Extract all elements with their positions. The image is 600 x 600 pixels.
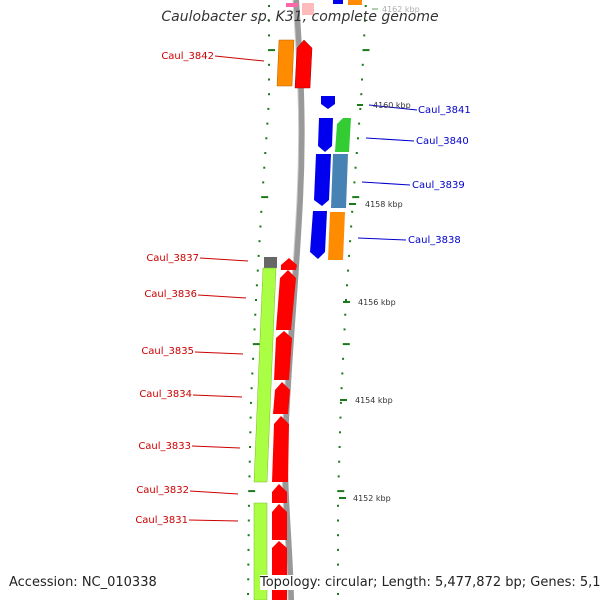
gene-label-3842[interactable]: Caul_3842 — [161, 51, 214, 62]
scale-ticks-left — [247, 5, 275, 595]
gene-fragment-top-pink-light — [302, 3, 314, 15]
leader-line-3838 — [357, 237, 407, 241]
gene-fragment-top-blue — [333, 0, 343, 4]
gene-arrow-3834-red[interactable] — [273, 382, 290, 414]
gene-block-3837-gray[interactable] — [264, 257, 277, 268]
leader-line-3836 — [197, 294, 247, 299]
gene-label-3837[interactable]: Caul_3837 — [146, 253, 199, 264]
gene-arrow-3840-blue[interactable] — [318, 118, 333, 152]
gene-arrow-3832-red[interactable] — [272, 484, 287, 503]
kbp-label-4152: 4152 kbp — [353, 494, 391, 503]
gene-label-3831[interactable]: Caul_3831 — [135, 515, 188, 526]
gene-fragment-top-orange — [348, 0, 362, 5]
gene-arrow-3841[interactable] — [321, 96, 335, 109]
leader-line-3842 — [214, 55, 265, 62]
gene-label-3836[interactable]: Caul_3836 — [144, 289, 197, 300]
gene-arrow-3838-orange[interactable] — [328, 212, 345, 260]
gene-arrow-3842-red[interactable] — [294, 39, 313, 89]
gene-arrow-3842-orange[interactable] — [276, 39, 295, 87]
kbp-label-4160: 4160 kbp — [373, 101, 411, 110]
gene-label-3839[interactable]: Caul_3839 — [412, 180, 465, 191]
gene-arrow-3833-red[interactable] — [272, 416, 289, 482]
accession-text: Accession: NC_010338 — [9, 575, 157, 590]
gene-label-3840[interactable]: Caul_3840 — [416, 136, 469, 147]
leader-line-3835 — [194, 351, 244, 355]
topology-text: Topology: circular; Length: 5,477,872 bp… — [260, 575, 600, 590]
gene-label-3838[interactable]: Caul_3838 — [408, 235, 461, 246]
gene-arrow-3840-green[interactable] — [335, 118, 351, 152]
gene-label-3834[interactable]: Caul_3834 — [139, 389, 192, 400]
gene-arrow-3839-blue[interactable] — [314, 154, 331, 206]
gene-arrow-3837-red[interactable] — [281, 258, 297, 270]
leader-line-3831 — [188, 519, 239, 522]
gene-label-3835[interactable]: Caul_3835 — [141, 346, 194, 357]
kbp-label-4156: 4156 kbp — [358, 298, 396, 307]
gene-arrow-3839-steel[interactable] — [331, 154, 348, 208]
gene-label-3832[interactable]: Caul_3832 — [136, 485, 189, 496]
gene-arrow-3830-red[interactable] — [272, 541, 287, 600]
gene-arrow-3835-red[interactable] — [274, 331, 292, 380]
leader-line-3833 — [191, 445, 241, 449]
gene-block-lime-upper[interactable] — [253, 267, 277, 483]
kbp-label-4158: 4158 kbp — [365, 200, 403, 209]
gene-fragment-top-pink — [286, 3, 298, 7]
gene-arrow-3836-red[interactable] — [276, 270, 296, 330]
kbp-label-4154: 4154 kbp — [355, 396, 393, 405]
leader-line-3832 — [189, 490, 239, 495]
scale-ticks-right — [337, 5, 370, 595]
leader-line-3839 — [361, 181, 411, 186]
leader-line-3837 — [199, 257, 249, 262]
kbp-label-4162: 4162 kbp — [382, 5, 420, 14]
leader-line-3841 — [368, 104, 418, 111]
gene-arrow-3838-blue[interactable] — [310, 211, 327, 259]
leader-line-3840 — [365, 137, 415, 142]
gene-label-3841[interactable]: Caul_3841 — [418, 105, 471, 116]
gene-label-3833[interactable]: Caul_3833 — [138, 441, 191, 452]
leader-line-3834 — [192, 394, 243, 398]
genome-title: Caulobacter sp. K31, complete genome — [161, 9, 439, 25]
gene-arrow-3831-red[interactable] — [272, 504, 287, 540]
